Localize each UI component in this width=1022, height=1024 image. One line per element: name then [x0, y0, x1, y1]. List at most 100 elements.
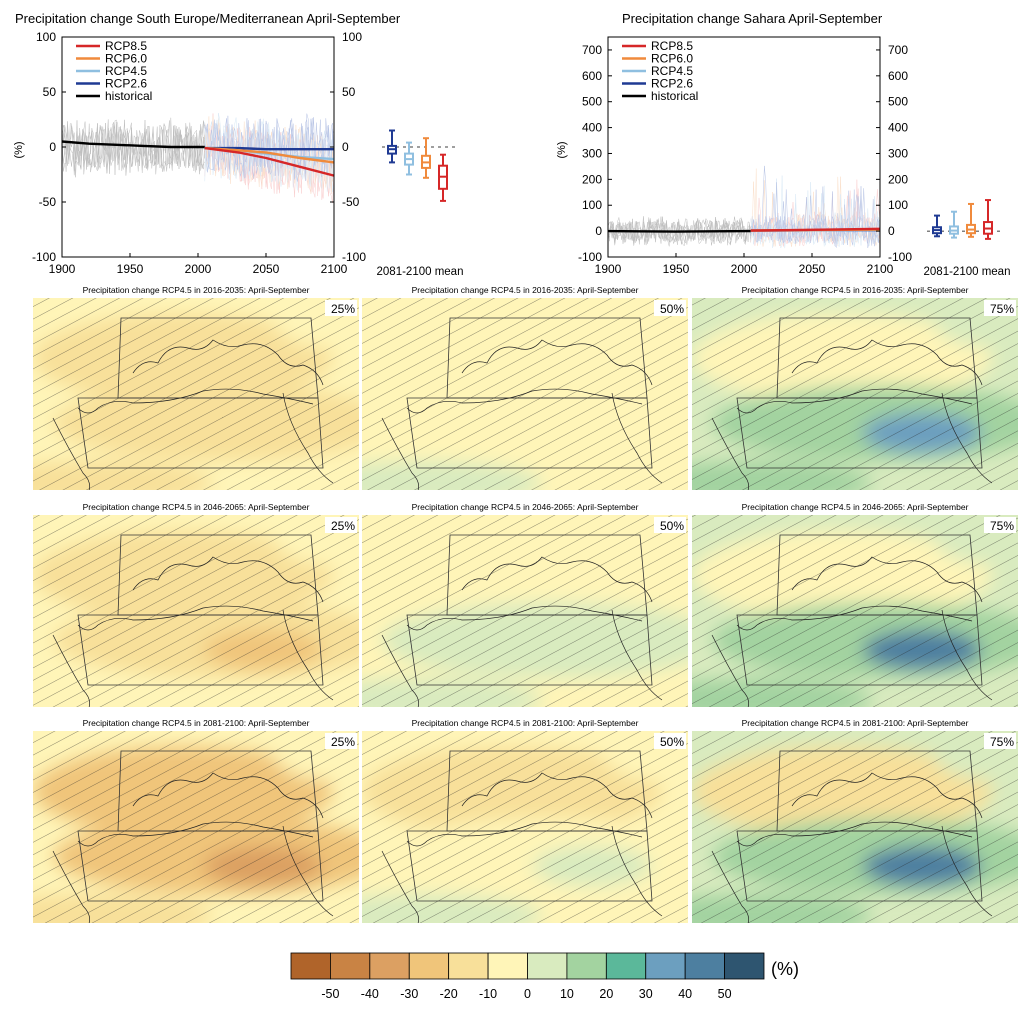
percentile-label-bg	[325, 733, 357, 749]
legend-label: RCP2.6	[105, 77, 147, 91]
coastline	[711, 556, 993, 707]
plot-area: 700 700 600 600 500 500 400 400 300 300 200 200 100 1…	[578, 36, 912, 276]
colorbar-swatch	[369, 952, 410, 980]
colorbar-unit: (%)	[771, 959, 799, 979]
map-field	[362, 731, 688, 923]
legend-label: historical	[651, 89, 698, 103]
historical-member	[61, 121, 206, 176]
map-title: Precipitation change RCP4.5 in 2081-2100…	[412, 718, 639, 728]
xtick-label: 2050	[799, 262, 826, 276]
legend-label: historical	[105, 89, 152, 103]
scenario-member	[750, 165, 881, 249]
series-line-historical	[61, 140, 205, 149]
map-title: Precipitation change RCP4.5 in 2016-2035…	[412, 285, 639, 295]
map-hatching	[362, 298, 688, 490]
ytick-label-left: -100	[32, 250, 56, 264]
series-line-rcp60	[204, 146, 335, 164]
ytick-label-right: 400	[888, 121, 908, 135]
ytick-label-left: 700	[582, 43, 602, 57]
percentile-label: 75%	[990, 519, 1014, 533]
percentile-label: 50%	[660, 302, 684, 316]
coastline	[381, 772, 663, 923]
boxplot-label: 2081-2100 mean	[924, 266, 1011, 278]
legend-label: RCP8.5	[651, 39, 693, 53]
percentile-label: 75%	[990, 302, 1014, 316]
series-line-rcp26	[204, 146, 334, 151]
ytick-label-left: 400	[582, 121, 602, 135]
colorbar-swatch	[724, 952, 765, 980]
percentile-label-bg	[325, 300, 357, 316]
legend-label: RCP6.0	[105, 52, 147, 66]
percentile-label-bg	[654, 300, 686, 316]
legend-label: RCP8.5	[105, 39, 147, 53]
map-panel-3-1: Precipitation change RCP4.5 in 2081-2100…	[33, 718, 359, 923]
map-field	[33, 298, 359, 490]
scenario-member	[204, 118, 335, 180]
percentile-label-bg	[984, 733, 1016, 749]
ytick-label-right: 600	[888, 69, 908, 83]
map-field	[362, 298, 688, 490]
colorbar-tick-label: -30	[400, 987, 418, 1001]
coastline	[381, 556, 663, 707]
ytick-label-left: 300	[582, 146, 602, 160]
percentile-label-bg	[984, 300, 1016, 316]
colorbar-tick-label: 40	[678, 987, 692, 1001]
map-hatching	[692, 731, 1018, 923]
ytick-label-right: 50	[342, 85, 356, 99]
map-hatching	[33, 298, 359, 490]
map-hatching	[33, 515, 359, 707]
region-box-sahara	[736, 397, 983, 469]
scenario-member	[750, 175, 881, 249]
ytick-label-left: 100	[36, 30, 56, 44]
ytick-label-right: 500	[888, 95, 908, 109]
map-panel-3-3: Precipitation change RCP4.5 in 2081-2100…	[692, 718, 1018, 923]
xtick-label: 1900	[595, 262, 622, 276]
colorbar-tick-label: 20	[599, 987, 613, 1001]
xtick-label: 2000	[185, 262, 212, 276]
colorbar-swatch	[645, 952, 686, 980]
colorbar-tick-label: -20	[440, 987, 458, 1001]
historical-member	[61, 120, 206, 174]
xtick-label: 1950	[663, 262, 690, 276]
map-title: Precipitation change RCP4.5 in 2046-2065…	[742, 502, 969, 512]
colorbar-tick-label: -40	[361, 987, 379, 1001]
map-panel-3-2: Precipitation change RCP4.5 in 2081-2100…	[362, 718, 688, 923]
ytick-label-right: 100	[342, 30, 362, 44]
ytick-label-right: -100	[888, 250, 912, 264]
region-box-sahara	[406, 397, 653, 469]
xtick-label: 2100	[867, 262, 894, 276]
series-line-historical	[607, 229, 751, 233]
xtick-label: 2100	[321, 262, 348, 276]
region-box-sahara	[77, 614, 324, 686]
region-box-sahara	[736, 614, 983, 686]
percentile-label: 50%	[660, 735, 684, 749]
percentile-label: 25%	[331, 302, 355, 316]
percentile-label-bg	[654, 517, 686, 533]
ytick-label-left: 0	[595, 224, 602, 238]
colorbar-tick-label: -50	[321, 987, 339, 1001]
boxplots	[927, 199, 1000, 240]
historical-member	[607, 216, 752, 246]
coastline	[52, 772, 334, 923]
xtick-label: 2050	[253, 262, 280, 276]
xtick-label: 1900	[49, 262, 76, 276]
xtick-label: 2000	[731, 262, 758, 276]
legend-label: RCP4.5	[105, 64, 147, 78]
map-field	[33, 731, 359, 923]
legend-label: RCP4.5	[651, 64, 693, 78]
region-box-sahara	[406, 830, 653, 902]
map-title: Precipitation change RCP4.5 in 2016-2035…	[742, 285, 969, 295]
map-panel-1-2: Precipitation change RCP4.5 in 2016-2035…	[362, 285, 688, 490]
chart-title: Precipitation change South Europe/Medite…	[15, 11, 401, 26]
percentile-label: 75%	[990, 735, 1014, 749]
ytick-label-left: 500	[582, 95, 602, 109]
map-hatching	[692, 298, 1018, 490]
map-title: Precipitation change RCP4.5 in 2046-2065…	[412, 502, 639, 512]
coastline	[52, 339, 334, 490]
colorbar: -50 -40 -30 -20 -10 0 10 20 30 40 50	[290, 952, 765, 1001]
map-grid: Precipitation change RCP4.5 in 2016-2035…	[33, 285, 1018, 923]
ytick-label-right: -100	[342, 250, 366, 264]
colorbar-tick-label: 50	[718, 987, 732, 1001]
